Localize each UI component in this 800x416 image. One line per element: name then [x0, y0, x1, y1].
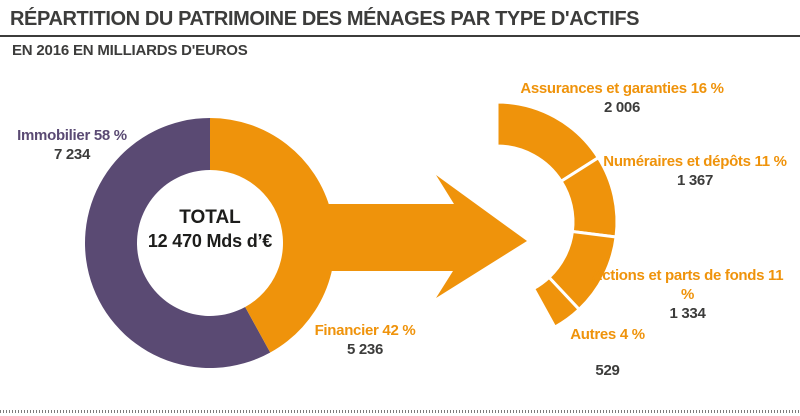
numeraires-value: 1 367 [676, 172, 714, 189]
label-block-actions: Actions et parts de fonds 11 % 1 334 [585, 266, 790, 323]
financier-value: 5 236 [346, 341, 384, 358]
actions-value: 1 334 [669, 305, 706, 322]
actions-label: Actions et parts de fonds 11 % [591, 267, 784, 303]
label-block-immobilier: Immobilier 58 % 7 234 [0, 126, 147, 164]
assurances-value: 2 006 [603, 99, 641, 116]
breakdown-segment-autres [531, 275, 582, 330]
chart-header: RÉPARTITION DU PATRIMOINE DES MÉNAGES PA… [0, 0, 800, 60]
total-value: 12 470 Mds d’€ [147, 231, 273, 251]
autres-label: Autres 4 % [570, 326, 645, 343]
assurances-label: Assurances et garanties 16 % [520, 80, 724, 97]
total-label: TOTAL [179, 207, 241, 228]
immobilier-label: Immobilier 58 % [17, 127, 127, 144]
immobilier-value: 7 234 [53, 146, 91, 163]
donut-segment-financier [210, 118, 336, 353]
label-block-autres: Autres 4 % 529 [520, 325, 695, 380]
financier-label: Financier 42 % [314, 322, 416, 339]
donut-segment-immobilier [84, 118, 271, 368]
chart-title: RÉPARTITION DU PATRIMOINE DES MÉNAGES PA… [10, 8, 640, 30]
label-block-numeraires: Numéraires et dépôts 11 % 1 367 [592, 152, 798, 190]
donut-center-total: TOTAL 12 470 Mds d’€ [110, 206, 310, 253]
bottom-dotted-divider [0, 410, 800, 413]
label-block-assurances: Assurances et garanties 16 % 2 006 [517, 79, 727, 117]
label-block-financier: Financier 42 % 5 236 [290, 321, 440, 359]
title-rule [0, 35, 800, 37]
numeraires-label: Numéraires et dépôts 11 % [603, 153, 787, 170]
flow-arrow-icon [325, 175, 527, 298]
autres-value: 529 [595, 362, 620, 379]
chart-subtitle: EN 2016 EN MILLIARDS D'EUROS [12, 42, 248, 59]
